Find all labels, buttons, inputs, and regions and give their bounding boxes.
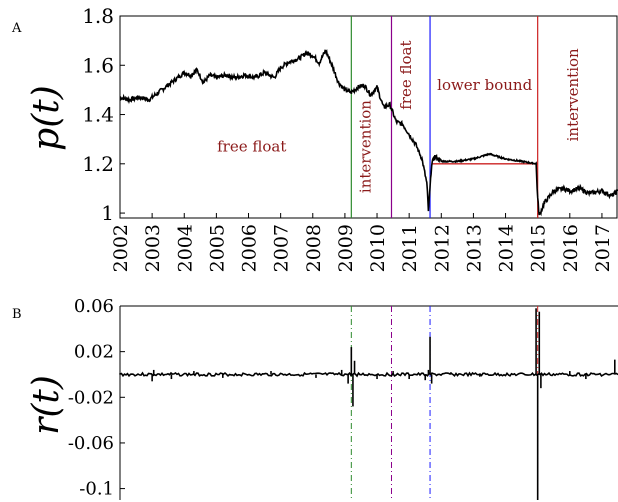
ytick-label-a-4: 1.8 xyxy=(82,4,114,28)
ylabel-panel-a: p(t) xyxy=(26,85,67,151)
ytick-label-a-3: 1.6 xyxy=(82,53,114,77)
xtick-label-2014: 2014 xyxy=(496,224,518,272)
ytick-label-a-2: 1.4 xyxy=(82,103,114,127)
region-label-2: free float xyxy=(397,40,415,109)
region-label-3: lower bound xyxy=(437,76,532,94)
xtick-label-2015: 2015 xyxy=(528,224,550,272)
ytick-label-b-2: -0.02 xyxy=(68,387,114,408)
xtick-label-2007: 2007 xyxy=(271,224,293,272)
ytick-label-b-0: 0.06 xyxy=(74,296,114,317)
price-series-line xyxy=(119,48,618,217)
xtick-label-2008: 2008 xyxy=(303,224,325,272)
xtick-label-2010: 2010 xyxy=(367,224,389,272)
panel-label-a: A xyxy=(11,21,22,36)
panel-label-b: B xyxy=(12,307,22,322)
ytick-label-b-1: 0.02 xyxy=(74,342,114,363)
ytick-label-b-3: -0.06 xyxy=(68,433,114,454)
region-label-4: intervention xyxy=(564,48,582,141)
region-label-1: intervention xyxy=(357,100,375,193)
xtick-label-2009: 2009 xyxy=(335,224,357,272)
xtick-label-2012: 2012 xyxy=(431,224,453,272)
xtick-label-2005: 2005 xyxy=(206,224,228,272)
ylabel-panel-b: r(t) xyxy=(26,375,67,435)
xtick-label-2013: 2013 xyxy=(463,224,485,272)
panel-b: 0.06 0.02 -0.02 -0.06 -0.1 xyxy=(68,296,618,500)
returns-baseline xyxy=(119,371,618,378)
ytick-label-a-1: 1.2 xyxy=(82,152,114,176)
xtick-label-2002: 2002 xyxy=(110,224,132,272)
ytick-label-a-0: 1 xyxy=(101,201,114,225)
xtick-label-2006: 2006 xyxy=(239,224,261,272)
plot-frame-a xyxy=(119,15,618,219)
xtick-label-2017: 2017 xyxy=(592,224,614,272)
region-label-0: free float xyxy=(217,137,286,155)
xtick-label-2003: 2003 xyxy=(142,224,164,272)
ytick-label-b-4: -0.1 xyxy=(79,479,114,500)
xtick-label-2004: 2004 xyxy=(174,224,196,272)
panel-a: 1 1.2 1.4 1.6 1.8 2002 2003 2004 2005 2006 2007 200… xyxy=(82,4,618,272)
xtick-label-2016: 2016 xyxy=(560,224,582,272)
xtick-label-2011: 2011 xyxy=(399,224,421,272)
